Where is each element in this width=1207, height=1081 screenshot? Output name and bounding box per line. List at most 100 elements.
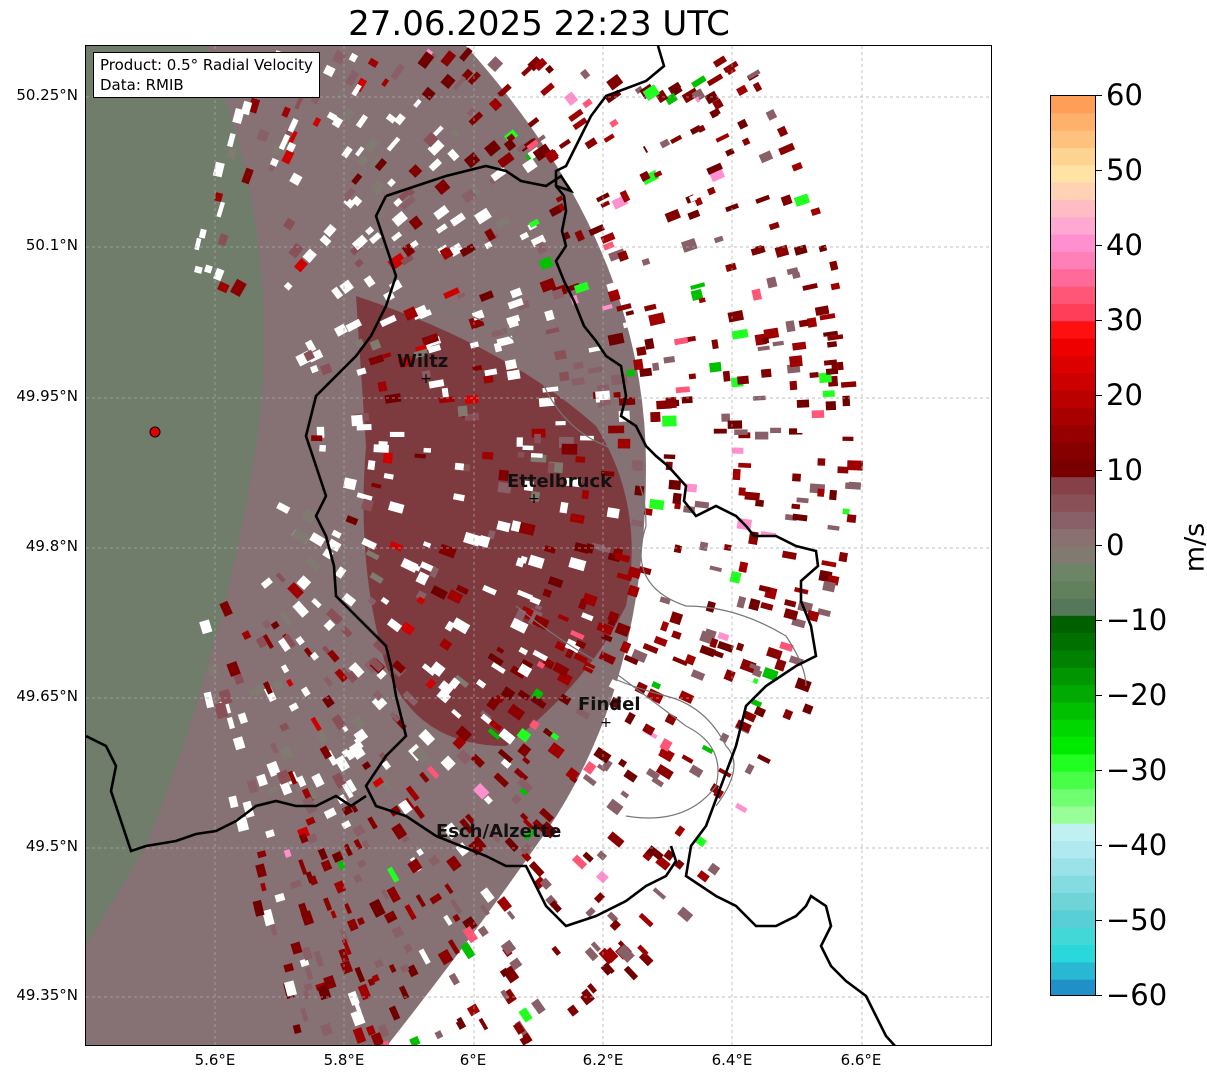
colorbar-tick-label: 20 (1106, 378, 1143, 412)
radar-bin (752, 668, 763, 678)
radar-bin (334, 668, 348, 683)
radar-bin (760, 368, 772, 378)
radar-bin (806, 609, 820, 622)
radar-bin (644, 338, 655, 350)
radar-bin (262, 634, 274, 650)
radar-bin (473, 207, 492, 225)
radar-bin (656, 380, 664, 387)
radar-bin (606, 74, 624, 91)
radar-bin (748, 598, 761, 612)
radar-bin (600, 232, 616, 244)
colorbar-segment (1051, 113, 1095, 132)
radar-bin (571, 854, 588, 870)
radar-bin (509, 617, 529, 634)
radar-bin (713, 428, 727, 434)
radar-bin (601, 303, 613, 311)
radar-bin (303, 647, 313, 658)
radar-bin (653, 672, 666, 682)
radar-bin (580, 435, 594, 441)
radar-bin (482, 451, 494, 460)
radar-bin (780, 194, 793, 207)
radar-bin (274, 892, 286, 903)
radar-bin (203, 264, 213, 274)
radar-bin (831, 320, 846, 328)
radar-bin (340, 960, 354, 975)
radar-bin (555, 195, 564, 203)
radar-bin (298, 859, 308, 876)
radar-bin (747, 69, 761, 80)
colorbar-segment (1051, 702, 1095, 721)
radar-bin (452, 493, 465, 502)
radar-bin (530, 234, 547, 248)
radar-bin (416, 848, 424, 857)
radar-bin (817, 458, 826, 466)
radar-bin (760, 601, 774, 611)
radar-map[interactable]: + + + (85, 45, 992, 1046)
colorbar-tick-mark (1096, 920, 1102, 921)
radar-bin (367, 596, 377, 606)
radar-bin (663, 356, 676, 364)
radar-bin (504, 837, 519, 852)
radar-bin (512, 1021, 526, 1035)
radar-bin (742, 710, 757, 723)
radar-bin (590, 941, 601, 952)
receding-velocity-area (356, 296, 632, 746)
radar-bin (727, 420, 743, 429)
radar-bin (707, 862, 721, 876)
radar-bin (565, 767, 580, 782)
radar-bin (779, 641, 794, 652)
radar-bin (446, 589, 464, 605)
radar-bin (418, 309, 432, 320)
radar-bin (470, 753, 485, 768)
country-border (385, 164, 575, 198)
colorbar-segment (1051, 182, 1095, 201)
radar-bin (522, 756, 531, 765)
radar-bin (219, 600, 233, 617)
radar-bin (350, 1009, 366, 1027)
radar-bin (367, 460, 376, 471)
colorbar-tick-label: −30 (1106, 753, 1168, 787)
radar-bin (421, 333, 440, 346)
radar-bin (438, 543, 457, 559)
radar-bin (337, 860, 346, 871)
radar-bin (817, 488, 825, 497)
radar-bin (658, 746, 675, 763)
radar-bin (473, 835, 487, 850)
radar-bin (516, 727, 532, 743)
radar-bin (268, 786, 278, 795)
radar-bin (651, 776, 664, 788)
radar-bin (731, 447, 744, 454)
radar-bin (793, 244, 808, 256)
radar-bin (527, 117, 540, 128)
radar-bin (734, 429, 748, 435)
radar-bin (299, 958, 310, 968)
radar-bin (282, 217, 296, 231)
radar-bin (260, 577, 273, 589)
radar-bin (279, 722, 290, 732)
radar-bin (774, 244, 790, 258)
radar-bin (351, 173, 363, 185)
radar-bin (421, 663, 436, 676)
radar-bin (616, 572, 633, 582)
radar-bin (326, 111, 338, 122)
radar-bin (687, 209, 701, 220)
radar-bin (581, 988, 595, 1004)
radar-bin (709, 637, 719, 649)
radar-bin (356, 916, 365, 926)
radar-bin (674, 859, 685, 870)
radar-bin (506, 314, 521, 325)
radar-bin (528, 218, 540, 228)
radar-bin (428, 158, 443, 172)
radar-bin (291, 527, 310, 545)
radar-bin (380, 888, 390, 901)
radar-bin (778, 142, 796, 156)
district-border (425, 305, 807, 687)
radar-bin (306, 832, 319, 844)
radar-bin (361, 537, 377, 550)
radar-bin (455, 725, 472, 742)
colorbar-segment (1051, 598, 1095, 617)
radar-bin (516, 437, 523, 447)
radar-bin (304, 339, 317, 353)
radar-bin (381, 760, 392, 771)
radar-bin (467, 71, 481, 85)
